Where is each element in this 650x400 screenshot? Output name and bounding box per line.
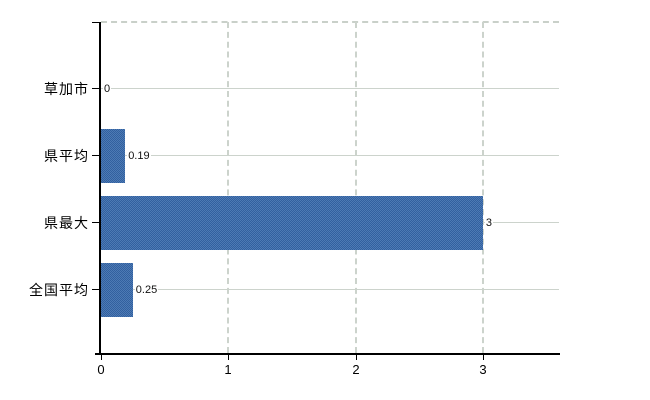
y-axis-tick bbox=[92, 88, 100, 89]
gridline-vertical bbox=[482, 22, 484, 353]
bar-ken-heikin bbox=[101, 129, 126, 183]
bar-zenkoku-heikin bbox=[101, 263, 133, 317]
x-tick-label-2: 2 bbox=[352, 362, 360, 377]
y-axis-tick bbox=[92, 155, 100, 156]
x-tick-label-1: 1 bbox=[224, 362, 232, 377]
y-axis-line bbox=[99, 22, 101, 354]
gridline-horizontal bbox=[101, 88, 559, 89]
x-axis-line bbox=[95, 353, 560, 355]
y-axis-tick bbox=[92, 22, 100, 23]
y-axis-tick bbox=[92, 222, 100, 223]
y-axis-tick bbox=[92, 289, 100, 290]
gridline-vertical bbox=[227, 22, 229, 353]
gridline-horizontal bbox=[101, 155, 559, 156]
gridline-horizontal bbox=[101, 289, 559, 290]
value-label: 3 bbox=[484, 216, 494, 230]
x-tick-label-0: 0 bbox=[97, 362, 105, 377]
bar-row: 0.19 bbox=[101, 129, 560, 183]
gridline-top bbox=[101, 21, 559, 23]
bar-row: 0 bbox=[101, 62, 560, 116]
category-label-zenkoku-heikin: 全国平均 bbox=[29, 282, 89, 298]
x-axis-tick bbox=[483, 355, 484, 360]
category-label-souka-shi: 草加市 bbox=[44, 81, 89, 97]
x-axis-tick bbox=[228, 355, 229, 360]
category-label-ken-saidai: 県最大 bbox=[44, 215, 89, 231]
category-label-ken-heikin: 県平均 bbox=[44, 148, 89, 164]
value-label: 0.25 bbox=[134, 283, 159, 297]
x-axis-tick bbox=[101, 355, 102, 360]
bar-row: 3 bbox=[101, 196, 560, 250]
x-tick-label-3: 3 bbox=[479, 362, 487, 377]
value-label: 0.19 bbox=[127, 149, 151, 163]
bar-ken-saidai bbox=[101, 196, 483, 250]
x-axis-tick bbox=[356, 355, 357, 360]
bar-row: 0.25 bbox=[101, 263, 560, 317]
gridline-vertical bbox=[355, 22, 357, 353]
value-label: 0 bbox=[103, 82, 112, 96]
